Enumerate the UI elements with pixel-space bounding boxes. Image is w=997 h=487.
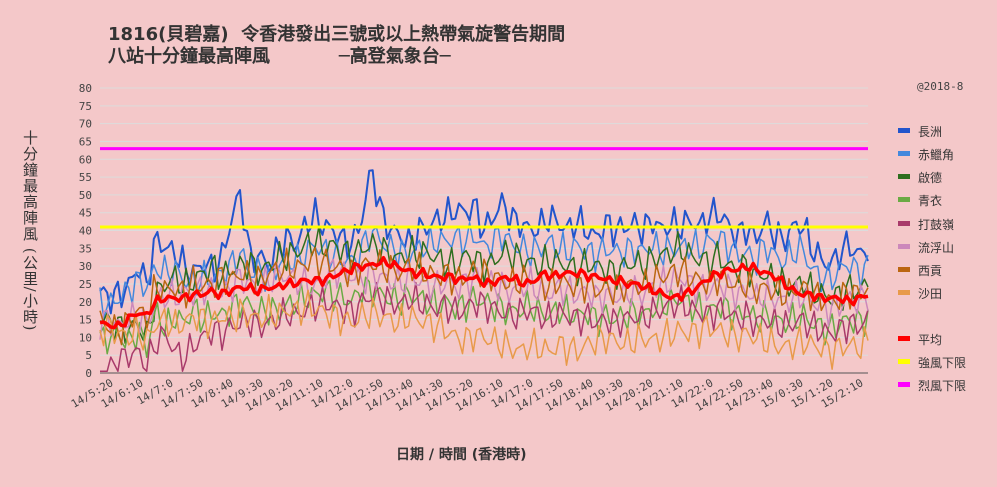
legend-swatch: [898, 151, 910, 156]
y-tick-label: 40: [79, 225, 92, 238]
legend-swatch: [898, 197, 910, 202]
y-tick-label: 70: [79, 118, 92, 131]
legend-swatch: [898, 336, 910, 341]
y-tick-label: 55: [79, 171, 92, 184]
legend-label: 赤鱲角: [918, 148, 954, 162]
y-tick-labels: 0 5 10 15 20 25 30 35 40 45 50 55 60 65 70 75 80: [79, 82, 92, 380]
legend-swatch: [898, 267, 910, 272]
x-axis-label: 日期 / 時間 (香港時): [396, 447, 527, 463]
series-line: [99, 246, 869, 346]
legend-label: 打鼓嶺: [918, 218, 954, 232]
series-line: [99, 289, 869, 370]
y-tick-label: 60: [79, 153, 92, 166]
chart-title: 1816(貝碧嘉) 令香港發出三號或以上熱帶氣旋警告期間 八站十分鐘最高陣風 ─高…: [108, 24, 565, 68]
grid: [100, 87, 868, 374]
legend-swatch: [898, 174, 910, 179]
y-tick-label: 80: [79, 82, 92, 95]
y-tick-label: 65: [79, 135, 92, 148]
series-line: [99, 255, 869, 330]
legend-label: 流浮山: [918, 241, 954, 255]
series-line: [100, 281, 869, 372]
y-tick-label: 45: [79, 207, 92, 220]
legend-swatch: [898, 382, 910, 387]
legend-label: 平均: [918, 333, 942, 347]
series-line: [99, 169, 869, 315]
y-tick-label: 50: [79, 189, 92, 202]
legend-label: 沙田: [918, 287, 942, 301]
copyright-text: @2018-8: [917, 80, 964, 93]
title-line-1: 1816(貝碧嘉) 令香港發出三號或以上熱帶氣旋警告期間: [108, 24, 566, 45]
legend-label: 烈風下限: [918, 379, 966, 393]
legend-label: 長洲: [918, 125, 942, 139]
y-tick-label: 25: [79, 278, 92, 291]
legend-label: 啟德: [918, 170, 942, 185]
y-tick-label: 30: [79, 260, 92, 273]
legend-swatch: [898, 221, 910, 226]
legend-label: 青衣: [918, 193, 942, 208]
y-tick-label: 15: [79, 314, 92, 327]
y-tick-label: 75: [79, 100, 92, 113]
series-lines: [99, 147, 869, 372]
y-tick-label: 35: [79, 242, 92, 255]
title-line-2: 八站十分鐘最高陣風 ─高登氣象台─: [108, 46, 451, 67]
legend-label: 西貢: [918, 264, 942, 278]
y-tick-label: 5: [85, 349, 92, 362]
legend-swatch: [898, 128, 910, 133]
x-tick-labels: 14/5:2014/6:1014/7:014/7:5014/8:4014/9:3…: [69, 376, 866, 414]
y-tick-label: 20: [79, 296, 92, 309]
y-tick-label: 10: [79, 331, 92, 344]
legend-swatch: [898, 290, 910, 295]
y-tick-label: 0: [85, 367, 92, 380]
legend-swatch: [898, 244, 910, 249]
legend-swatch: [898, 359, 910, 364]
y-axis-label: 十分鐘最高陣風 (公里/小時): [21, 130, 39, 332]
legend-label: 強風下限: [918, 356, 966, 370]
